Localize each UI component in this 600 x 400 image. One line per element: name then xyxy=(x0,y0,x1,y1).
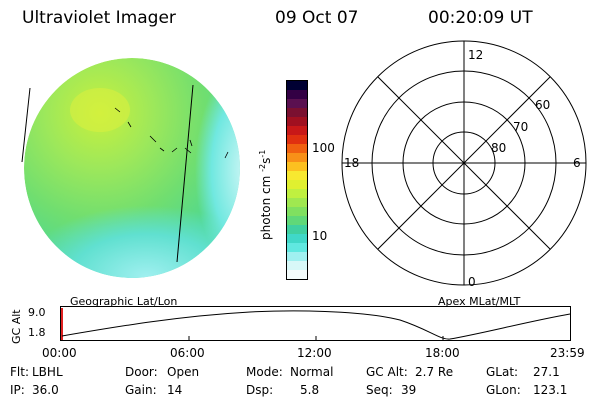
time-tick-1800: 18:00 xyxy=(425,346,460,360)
lat-label-80: 80 xyxy=(491,141,506,155)
glat-label: GLat: xyxy=(486,365,519,379)
date-label: 09 Oct 07 xyxy=(275,8,359,28)
altitude-curve xyxy=(61,310,571,340)
colorbar-swatch xyxy=(287,207,307,216)
timeline-y-max: 9.0 xyxy=(28,306,46,319)
flt-label: Flt: xyxy=(10,365,29,379)
coastline-marks xyxy=(114,107,229,159)
polar-grid: 12 18 6 0 60 70 80 xyxy=(341,40,587,289)
colorbar-swatch xyxy=(287,171,307,180)
door-value: Open xyxy=(167,365,200,379)
timeline-left-title: Geographic Lat/Lon xyxy=(70,295,178,308)
colorbar-swatch xyxy=(287,135,307,144)
colorbar-swatch xyxy=(287,117,307,126)
time-tick-2359: 23:59 xyxy=(550,346,585,360)
colorbar-swatch xyxy=(287,126,307,135)
colorbar-swatch xyxy=(287,234,307,243)
colorbar-swatch xyxy=(287,225,307,234)
gcalt-value: 2.7 Re xyxy=(415,365,454,379)
mlt-label-top: 12 xyxy=(468,48,483,62)
dsp-value: 5.8 xyxy=(300,383,320,397)
earth-disc xyxy=(24,58,240,278)
altitude-timeline xyxy=(60,306,571,341)
ip-label: IP: xyxy=(10,383,25,397)
timeline-right-title: Apex MLat/MLT xyxy=(438,295,521,308)
mlt-label-bottom: 0 xyxy=(468,275,476,289)
colorbar-tick-10: 10 xyxy=(312,229,328,243)
instrument-title: Ultraviolet Imager xyxy=(22,8,176,28)
colorbar xyxy=(286,80,308,280)
colorbar-unit-label: photon cm -2s-1 xyxy=(258,149,273,240)
colorbar-swatch xyxy=(287,90,307,99)
colorbar-swatch xyxy=(287,270,307,279)
ip-value: 36.0 xyxy=(32,383,59,397)
colorbar-swatch xyxy=(287,99,307,108)
colorbar-swatch xyxy=(287,189,307,198)
terminator-line xyxy=(176,84,194,263)
uv-image-panel xyxy=(21,58,240,278)
door-label: Door: xyxy=(125,365,158,379)
colorbar-swatch xyxy=(287,81,307,90)
colorbar-swatch xyxy=(287,243,307,252)
mode-label: Mode: xyxy=(246,365,283,379)
lat-label-70: 70 xyxy=(513,120,528,134)
colorbar-swatch xyxy=(287,198,307,207)
time-label: 00:20:09 UT xyxy=(428,8,533,28)
colorbar-swatch xyxy=(287,216,307,225)
gain-label: Gain: xyxy=(125,383,157,397)
time-tick-1200: 12:00 xyxy=(297,346,332,360)
gain-value: 14 xyxy=(167,383,183,397)
colorbar-swatch xyxy=(287,153,307,162)
mode-value: Normal xyxy=(290,365,334,379)
image-edge-line xyxy=(21,87,31,163)
flt-value: LBHL xyxy=(32,365,63,379)
colorbar-tick-100: 100 xyxy=(312,141,335,155)
time-tick-0000: 00:00 xyxy=(42,346,77,360)
timeline-frame xyxy=(60,306,571,341)
seq-value: 39 xyxy=(401,383,417,397)
glon-label: GLon: xyxy=(486,383,521,397)
colorbar-swatch xyxy=(287,162,307,171)
mlt-label-left: 18 xyxy=(344,156,359,170)
colorbar-swatch xyxy=(287,252,307,261)
time-tick-0600: 06:00 xyxy=(170,346,205,360)
seq-label: Seq: xyxy=(366,383,393,397)
lat-label-60: 60 xyxy=(535,98,550,112)
gcalt-label: GC Alt: xyxy=(366,365,408,379)
mlt-label-right: 6 xyxy=(573,156,581,170)
timeline-axis-label: GC Alt xyxy=(10,309,23,344)
glon-value: 123.1 xyxy=(533,383,568,397)
colorbar-swatch xyxy=(287,261,307,270)
colorbar-swatch xyxy=(287,180,307,189)
polar-diag-2 xyxy=(377,76,551,250)
dsp-label: Dsp: xyxy=(246,383,274,397)
colorbar-swatch xyxy=(287,144,307,153)
timeline-y-min: 1.8 xyxy=(28,326,46,339)
colorbar-swatch xyxy=(287,108,307,117)
glat-value: 27.1 xyxy=(533,365,560,379)
